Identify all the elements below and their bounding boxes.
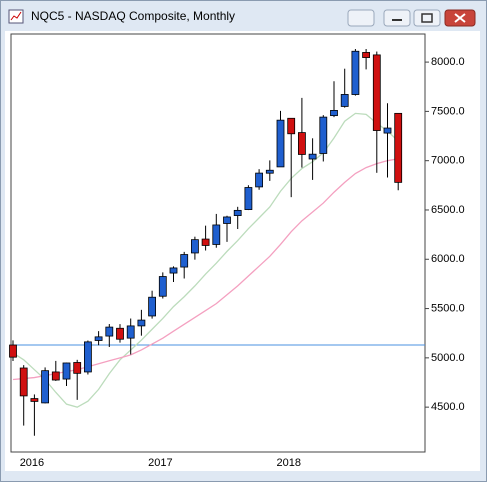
year-label: 2016: [20, 457, 44, 469]
candle-body: [180, 254, 189, 268]
candle-body: [73, 362, 82, 374]
candle-body: [362, 52, 371, 58]
plot-frame: [10, 33, 426, 453]
candle-body: [169, 267, 178, 274]
candle-body: [330, 110, 338, 117]
candle-body: [30, 398, 39, 402]
candle-body: [351, 50, 360, 95]
candle-body: [126, 325, 135, 339]
candle-body: [255, 172, 264, 188]
chart-background: [5, 31, 480, 471]
title-icons: [8, 9, 476, 27]
candle-body: [9, 344, 17, 358]
candle-body: [41, 370, 49, 404]
candle-body: [233, 209, 242, 216]
candle-body: [105, 326, 114, 337]
candle-body: [148, 296, 157, 317]
title-bar: NQC5 - NASDAQ Composite, Monthly: [1, 1, 486, 31]
y-tick-label: 5000.0: [431, 352, 465, 364]
candle-body: [319, 116, 328, 154]
y-tick-label: 6500.0: [431, 204, 465, 216]
app-icon-glyph: [10, 11, 22, 21]
candle-body: [244, 187, 253, 210]
candle-body: [158, 276, 167, 297]
year-label: 2017: [148, 457, 172, 469]
candle-body: [190, 239, 199, 254]
year-label: 2018: [277, 457, 301, 469]
candle-body: [212, 224, 221, 245]
close-glyph: [454, 13, 466, 23]
candle-body: [201, 238, 210, 246]
y-tick-label: 7500.0: [431, 105, 465, 117]
candle-body: [62, 362, 71, 380]
y-tick-label: 5500.0: [431, 302, 465, 314]
y-tick-label: 7000.0: [431, 155, 465, 167]
candle-body: [287, 117, 296, 135]
minimize-button[interactable]: [383, 9, 411, 27]
candle-body: [51, 371, 60, 381]
moving-average-line: [12, 112, 399, 408]
candle-body: [94, 336, 103, 341]
candle-body: [265, 169, 274, 174]
candle-body: [223, 216, 231, 224]
link-button[interactable]: [347, 9, 375, 27]
app-icon: [8, 9, 24, 24]
candle-body: [394, 112, 403, 183]
window-title: NQC5 - NASDAQ Composite, Monthly: [31, 9, 236, 23]
candle-body: [116, 327, 124, 340]
maximize-button[interactable]: [413, 9, 441, 27]
candle-body: [84, 341, 92, 373]
candle-body: [372, 54, 381, 131]
candle-body: [383, 127, 392, 134]
chart: 4500.0 5000.0 5500.0 6000.0 6500.0 7000.0 7500…: [5, 31, 480, 471]
maximize-glyph: [421, 13, 433, 23]
y-tick-label: 4500.0: [431, 401, 465, 413]
candle-body: [19, 367, 28, 397]
candle-body: [276, 119, 285, 168]
candle-body: [308, 153, 317, 160]
y-tick-label: 6000.0: [431, 253, 465, 265]
candle-body: [340, 94, 349, 107]
candle-body: [297, 132, 306, 155]
candle-body: [137, 319, 146, 327]
y-tick-label: 8000.0: [431, 56, 465, 68]
